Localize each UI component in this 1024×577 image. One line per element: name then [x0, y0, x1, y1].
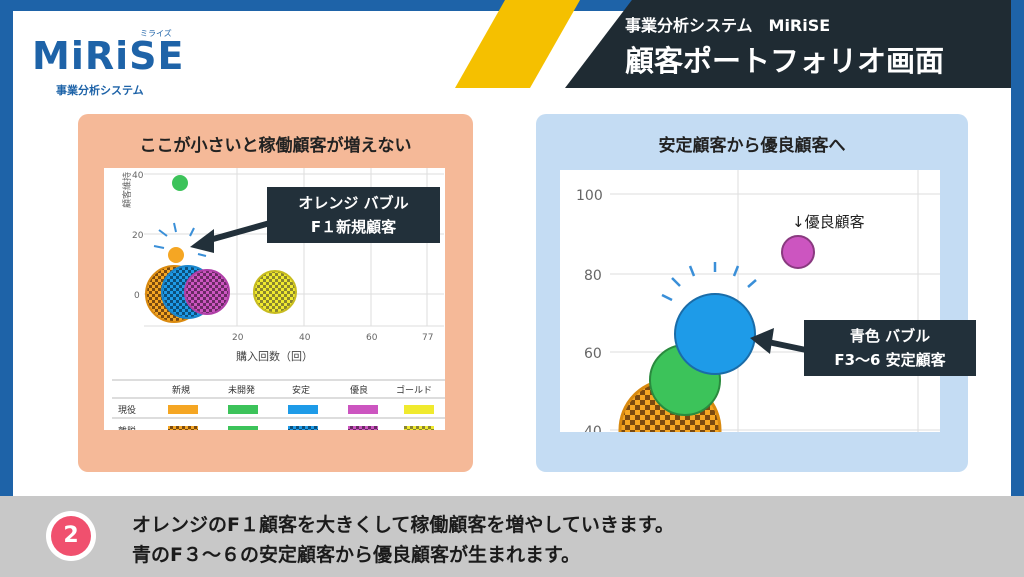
- step-badge-number: 2: [51, 516, 91, 556]
- right-panel-title: 安定顧客から優良顧客へ: [658, 136, 846, 156]
- left-y-tick: 40: [132, 171, 144, 181]
- brand-logo: ミライズ MiRiSE 事業分析システム: [30, 26, 190, 97]
- page-title: 顧客ポートフォリオ画面: [625, 44, 945, 78]
- left-callout-line1: オレンジ バブル: [298, 194, 409, 212]
- bubble-orange-new: [168, 247, 184, 263]
- highlight-rays: [153, 222, 207, 257]
- right-y-tick: 60: [584, 346, 602, 362]
- legend-swatch-stable: [288, 405, 318, 414]
- brand-name: MiRiSE: [32, 34, 185, 78]
- legend-header: 優良: [350, 384, 368, 396]
- left-x-tick: 77: [422, 333, 433, 343]
- right-chart-svg: 100 80 60 40 ↓優良顧客: [576, 170, 940, 432]
- left-callout-arrow: [190, 220, 271, 253]
- legend-swatch-gold-churned: [404, 426, 434, 430]
- right-y-tick: 100: [576, 188, 603, 204]
- right-y-tick: 80: [584, 268, 602, 284]
- right-callout-line1: 青色 バブル: [849, 327, 931, 345]
- bubble-yellow: [253, 270, 297, 314]
- left-y-tick: 20: [132, 231, 144, 241]
- legend-swatch-loyal: [348, 405, 378, 414]
- right-frame: [1011, 0, 1024, 577]
- right-y-tick: 40: [584, 424, 602, 432]
- loyal-annotation: ↓優良顧客: [792, 213, 865, 231]
- legend-swatch-undeveloped: [228, 405, 258, 414]
- legend-header: 未開発: [228, 384, 255, 396]
- legend-row-label: 現役: [118, 404, 136, 416]
- legend-header: 新規: [172, 384, 190, 396]
- header-accent-band: [455, 0, 580, 88]
- left-y-tick: 0: [134, 291, 140, 301]
- legend-header: 安定: [292, 384, 310, 396]
- right-callout: 青色 バブル F3〜6 安定顧客: [804, 320, 976, 376]
- right-chart-screenshot: 100 80 60 40 ↓優良顧客: [560, 170, 940, 432]
- right-highlight-rays: [661, 262, 757, 302]
- left-x-tick: 40: [299, 333, 311, 343]
- legend-swatch-gold: [404, 405, 434, 414]
- bubble-purple-right: [781, 235, 815, 269]
- step-badge: 2: [46, 511, 96, 561]
- footer-line2: 青のF３～６の安定顧客から優良顧客が生まれます。: [132, 544, 581, 566]
- footer-line1: オレンジのF１顧客を大きくして稼働顧客を増やしていきます。: [132, 514, 674, 536]
- legend-row-label: 離脱: [118, 425, 136, 430]
- legend-swatch-loyal-churned: [348, 426, 378, 430]
- bubble-blue-right: [674, 293, 756, 375]
- left-frame: [0, 0, 13, 577]
- left-x-tick: 20: [232, 333, 244, 343]
- header-system: 事業分析システム MiRiSE: [625, 16, 831, 35]
- brand-subtitle: 事業分析システム: [56, 84, 144, 97]
- right-callout-arrow: [750, 328, 807, 354]
- left-y-axis-label: 顧客維持: [121, 172, 133, 208]
- header-title-box: 事業分析システム MiRiSE 顧客ポートフォリオ画面: [565, 0, 1011, 88]
- bubble-green: [172, 175, 188, 191]
- legend-swatch-undeveloped-churned: [228, 426, 258, 430]
- left-callout: オレンジ バブル F１新規顧客: [267, 187, 440, 243]
- bubble-purple: [184, 269, 230, 315]
- legend-swatch-new: [168, 405, 198, 414]
- legend-swatch-new-churned: [168, 426, 198, 430]
- legend-header: ゴールド: [396, 384, 432, 396]
- legend-table: 新規 未開発 安定 優良 ゴールド 現役 離脱: [112, 379, 445, 430]
- footer-bar: 2 オレンジのF１顧客を大きくして稼働顧客を増やしていきます。 青のF３～６の安…: [0, 496, 1024, 577]
- brand-ruby: ミライズ: [140, 29, 172, 38]
- left-panel-title: ここが小さいと稼働顧客が増えない: [139, 136, 412, 156]
- left-x-axis-label: 購入回数（回）: [236, 349, 313, 363]
- right-callout-line2: F3〜6 安定顧客: [834, 351, 946, 369]
- left-callout-line2: F１新規顧客: [310, 218, 397, 236]
- legend-swatch-stable-churned: [288, 426, 318, 430]
- left-x-tick: 60: [366, 333, 378, 343]
